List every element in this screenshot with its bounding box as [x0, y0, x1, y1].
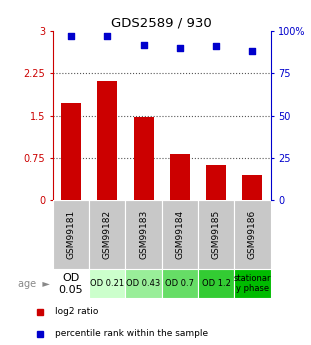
Bar: [89, 269, 125, 298]
Text: age  ►: age ►: [18, 279, 50, 289]
Point: [68, 33, 73, 39]
Bar: [97, 81, 117, 200]
Bar: [162, 200, 198, 269]
Text: GSM99184: GSM99184: [175, 210, 184, 259]
Bar: [170, 154, 190, 200]
Bar: [234, 200, 271, 269]
Bar: [198, 269, 234, 298]
Bar: [53, 200, 89, 269]
Bar: [53, 269, 89, 298]
Text: GSM99185: GSM99185: [212, 210, 220, 259]
Text: OD 0.43: OD 0.43: [127, 279, 161, 288]
Bar: [134, 117, 154, 200]
Bar: [198, 200, 234, 269]
Point: [250, 49, 255, 54]
Bar: [61, 103, 81, 200]
Bar: [162, 269, 198, 298]
Text: OD 1.2: OD 1.2: [202, 279, 230, 288]
Point: [177, 45, 182, 51]
Text: log2 ratio: log2 ratio: [55, 307, 98, 316]
Bar: [243, 175, 262, 200]
Bar: [89, 200, 125, 269]
Bar: [234, 269, 271, 298]
Text: GSM99186: GSM99186: [248, 210, 257, 259]
Text: OD
0.05: OD 0.05: [59, 273, 83, 295]
Text: GSM99181: GSM99181: [67, 210, 76, 259]
Bar: [206, 165, 226, 200]
Point: [105, 33, 110, 39]
Point: [214, 43, 219, 49]
Bar: [125, 269, 162, 298]
Title: GDS2589 / 930: GDS2589 / 930: [111, 17, 212, 30]
Text: GSM99183: GSM99183: [139, 210, 148, 259]
Text: GSM99182: GSM99182: [103, 210, 112, 259]
Point: [141, 42, 146, 47]
Text: OD 0.21: OD 0.21: [90, 279, 124, 288]
Bar: [125, 200, 162, 269]
Text: stationar
y phase: stationar y phase: [234, 274, 271, 294]
Text: OD 0.7: OD 0.7: [165, 279, 194, 288]
Text: percentile rank within the sample: percentile rank within the sample: [55, 329, 208, 338]
